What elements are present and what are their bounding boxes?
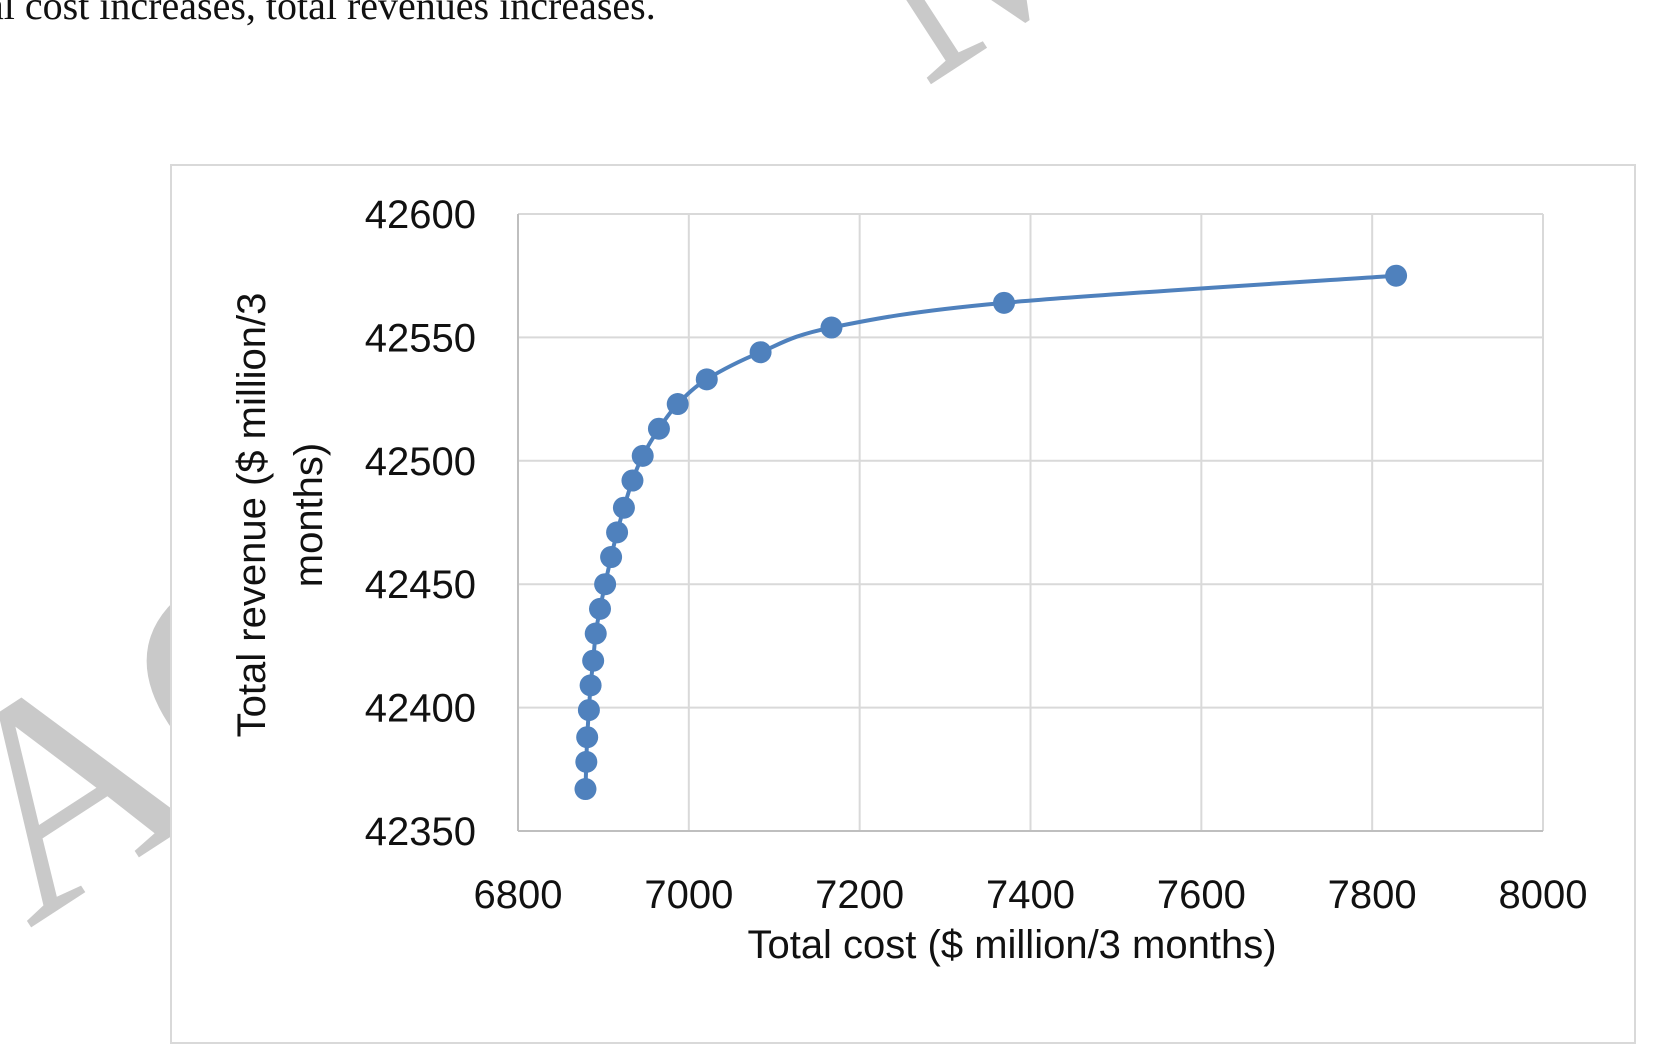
data-point-5 (582, 649, 605, 672)
data-point-11 (612, 496, 635, 519)
gridlines (517, 213, 1544, 832)
data-point-10 (606, 521, 629, 544)
series-line (583, 273, 1397, 790)
y-axis-title-line-1: Total revenue ($ million/3 (230, 293, 274, 738)
data-point-9 (600, 546, 623, 569)
x-tick-label-0: 6800 (474, 873, 563, 917)
data-point-2 (576, 726, 599, 749)
y-tick-labels: 42350 42400 42450 42500 42550 42600 (365, 193, 476, 854)
data-point-18 (820, 316, 843, 339)
x-tick-label-6: 8000 (1499, 873, 1588, 917)
y-tick-label-0: 42350 (365, 810, 476, 854)
x-tick-label-3: 7400 (986, 873, 1075, 917)
data-point-17 (749, 341, 772, 364)
data-point-4 (579, 674, 602, 697)
x-tick-label-2: 7200 (815, 873, 904, 917)
data-point-3 (577, 699, 600, 722)
x-tick-label-4: 7600 (1157, 873, 1246, 917)
data-point-13 (631, 444, 654, 467)
data-point-1 (575, 750, 598, 773)
data-point-19 (993, 291, 1016, 314)
data-point-16 (695, 368, 718, 391)
data-point-12 (621, 469, 644, 492)
x-tick-label-5: 7800 (1328, 873, 1417, 917)
data-point-15 (666, 393, 689, 416)
data-point-7 (589, 597, 611, 620)
chart-frame (170, 164, 1636, 1044)
data-point-0 (574, 778, 597, 801)
y-tick-label-4: 42550 (365, 316, 476, 360)
data-point-14 (647, 417, 670, 440)
y-tick-label-2: 42450 (365, 563, 476, 607)
axes (517, 214, 1543, 832)
intro-text: al cost increases, total revenues increa… (0, 0, 656, 28)
x-axis-title: Total cost ($ million/3 months) (747, 923, 1276, 967)
y-tick-label-1: 42400 (365, 687, 476, 731)
series-points (574, 264, 1408, 801)
y-tick-label-5: 42600 (365, 193, 476, 237)
x-tick-labels: 6800 7000 7200 7400 7600 7800 8000 (474, 873, 1588, 917)
data-point-8 (594, 573, 617, 596)
data-point-20 (1385, 264, 1408, 287)
y-tick-label-3: 42500 (365, 440, 476, 484)
x-tick-label-1: 7000 (644, 873, 733, 917)
y-axis-title-line-2: months) (287, 443, 331, 588)
data-point-6 (584, 622, 607, 645)
